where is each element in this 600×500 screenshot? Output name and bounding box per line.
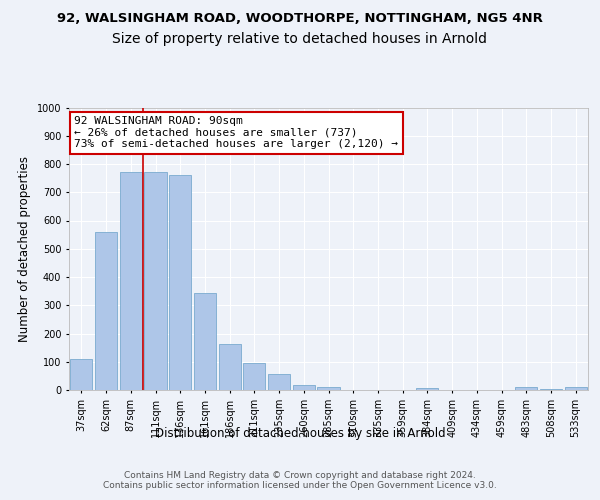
Text: Contains HM Land Registry data © Crown copyright and database right 2024.
Contai: Contains HM Land Registry data © Crown c… [103,470,497,490]
Text: 92 WALSINGHAM ROAD: 90sqm
← 26% of detached houses are smaller (737)
73% of semi: 92 WALSINGHAM ROAD: 90sqm ← 26% of detac… [74,116,398,149]
Bar [268,374,290,390]
Bar [119,172,142,390]
Bar [95,232,117,390]
Bar [194,292,216,390]
Bar [169,176,191,390]
Bar [145,172,167,390]
Y-axis label: Number of detached properties: Number of detached properties [19,156,31,342]
Text: Size of property relative to detached houses in Arnold: Size of property relative to detached ho… [113,32,487,46]
Text: 92, WALSINGHAM ROAD, WOODTHORPE, NOTTINGHAM, NG5 4NR: 92, WALSINGHAM ROAD, WOODTHORPE, NOTTING… [57,12,543,26]
Bar [515,387,538,390]
Bar [565,387,587,390]
Bar [218,344,241,390]
Bar [540,388,562,390]
Bar [70,359,92,390]
Bar [416,388,439,390]
Text: Distribution of detached houses by size in Arnold: Distribution of detached houses by size … [155,428,445,440]
Bar [317,386,340,390]
Bar [293,385,315,390]
Bar [243,363,265,390]
